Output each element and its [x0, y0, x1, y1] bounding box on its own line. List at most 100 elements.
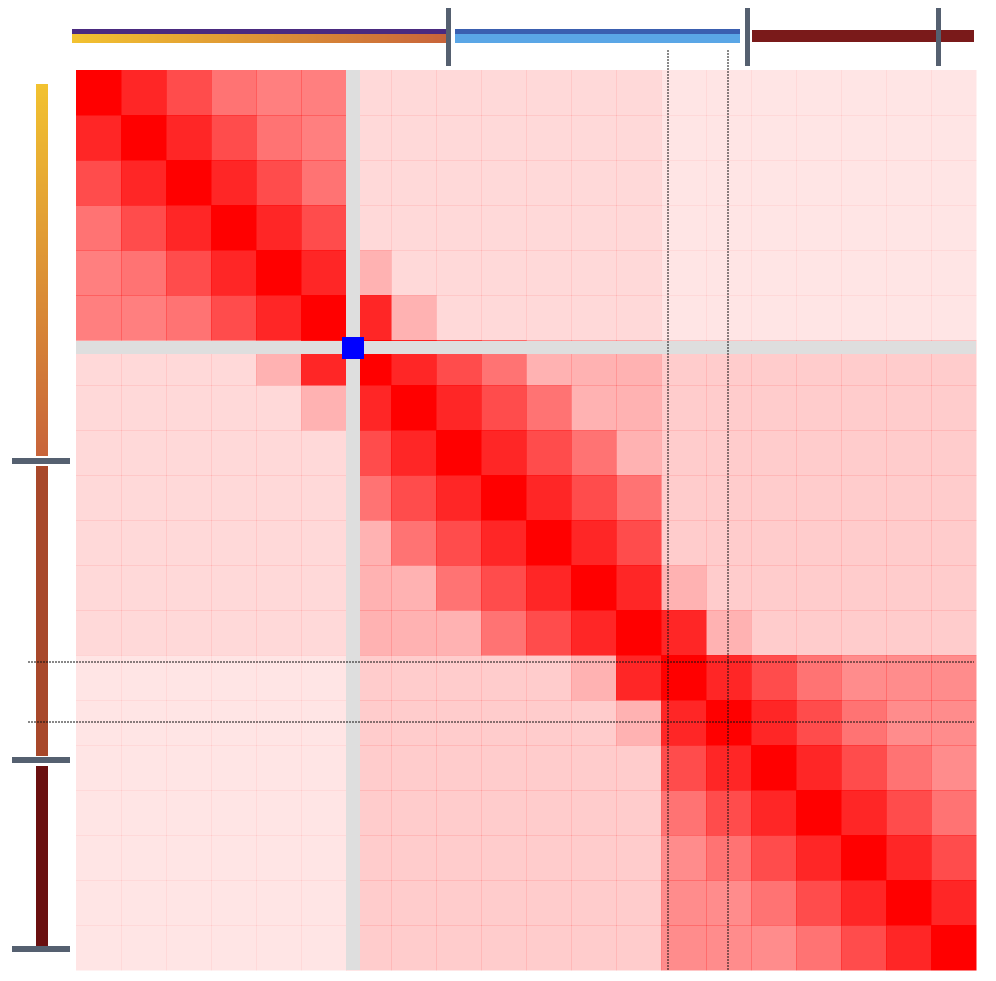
- contact-cell: [391, 700, 437, 746]
- contact-cell: [616, 250, 662, 296]
- contact-cell: [796, 385, 842, 431]
- contact-cell: [301, 610, 347, 656]
- contact-cell: [121, 790, 167, 836]
- contact-cell: [76, 205, 122, 251]
- contact-cell: [841, 160, 887, 206]
- contact-cell: [211, 475, 257, 521]
- contact-cell: [886, 115, 932, 161]
- contact-cell: [166, 700, 212, 746]
- contact-cell: [616, 475, 662, 521]
- contact-cell: [211, 295, 257, 341]
- contact-cell: [886, 520, 932, 566]
- contact-cell: [661, 70, 707, 116]
- contact-cell: [121, 880, 167, 926]
- contact-cell: [526, 70, 572, 116]
- contact-cell: [886, 745, 932, 791]
- contact-cell: [841, 295, 887, 341]
- contact-cell: [796, 835, 842, 881]
- contact-cell: [436, 475, 482, 521]
- contact-cell: [391, 880, 437, 926]
- contact-cell: [211, 160, 257, 206]
- missing-bin-stripe: [346, 70, 360, 970]
- contact-cell: [706, 925, 752, 971]
- contact-cell: [301, 745, 347, 791]
- contact-cell: [751, 790, 797, 836]
- contact-cell: [796, 70, 842, 116]
- contact-cell: [841, 700, 887, 746]
- contact-cell: [751, 700, 797, 746]
- contact-cell: [526, 610, 572, 656]
- contact-cell: [886, 295, 932, 341]
- contact-cell: [526, 700, 572, 746]
- contact-cell: [436, 835, 482, 881]
- contact-cell: [841, 205, 887, 251]
- contact-cell: [76, 70, 122, 116]
- contact-cell: [121, 475, 167, 521]
- contact-cell: [571, 835, 617, 881]
- contact-cell: [526, 880, 572, 926]
- contact-cell: [391, 205, 437, 251]
- contact-cell: [436, 205, 482, 251]
- contact-cell: [796, 745, 842, 791]
- contact-cell: [481, 565, 527, 611]
- contact-cell: [436, 520, 482, 566]
- contact-cell: [166, 880, 212, 926]
- contact-cell: [841, 115, 887, 161]
- contact-cell: [481, 115, 527, 161]
- contact-cell: [571, 205, 617, 251]
- contact-cell: [301, 835, 347, 881]
- contact-cell: [76, 250, 122, 296]
- contact-cell: [391, 565, 437, 611]
- contact-cell: [481, 925, 527, 971]
- contact-cell: [256, 250, 302, 296]
- contact-cell: [751, 115, 797, 161]
- contact-cell: [301, 790, 347, 836]
- contact-cell: [121, 745, 167, 791]
- contact-cell: [886, 790, 932, 836]
- contact-cell: [616, 745, 662, 791]
- contact-cell: [751, 835, 797, 881]
- contact-cell: [796, 250, 842, 296]
- contact-cell: [796, 610, 842, 656]
- contact-cell: [886, 655, 932, 701]
- contact-cell: [796, 430, 842, 476]
- contact-cell: [706, 115, 752, 161]
- contact-cell: [931, 700, 977, 746]
- contact-cell: [256, 790, 302, 836]
- contact-cell: [481, 70, 527, 116]
- contact-cell: [571, 520, 617, 566]
- contact-cell: [526, 835, 572, 881]
- contact-cell: [616, 655, 662, 701]
- contact-cell: [211, 385, 257, 431]
- contact-cell: [571, 745, 617, 791]
- contact-cell: [796, 925, 842, 971]
- contact-cell: [661, 790, 707, 836]
- contact-cell: [481, 295, 527, 341]
- contact-cell: [121, 925, 167, 971]
- contact-cell: [706, 655, 752, 701]
- contact-cell: [256, 610, 302, 656]
- contact-cell: [436, 610, 482, 656]
- contact-cell: [481, 385, 527, 431]
- contact-cell: [391, 115, 437, 161]
- contact-cell: [661, 880, 707, 926]
- contact-cell: [661, 205, 707, 251]
- contact-cell: [751, 925, 797, 971]
- contact-cell: [616, 295, 662, 341]
- contact-cell: [886, 835, 932, 881]
- contact-cell: [436, 160, 482, 206]
- contact-cell: [751, 160, 797, 206]
- contact-cell: [616, 880, 662, 926]
- contact-cell: [481, 790, 527, 836]
- selection-marker[interactable]: [342, 337, 364, 359]
- contact-cell: [526, 520, 572, 566]
- contact-cell: [211, 205, 257, 251]
- contact-cell: [391, 70, 437, 116]
- contact-cell: [661, 835, 707, 881]
- contact-cell: [121, 835, 167, 881]
- contact-cell: [841, 880, 887, 926]
- contact-matrix[interactable]: [76, 70, 977, 971]
- contact-cell: [481, 880, 527, 926]
- contact-cell: [526, 205, 572, 251]
